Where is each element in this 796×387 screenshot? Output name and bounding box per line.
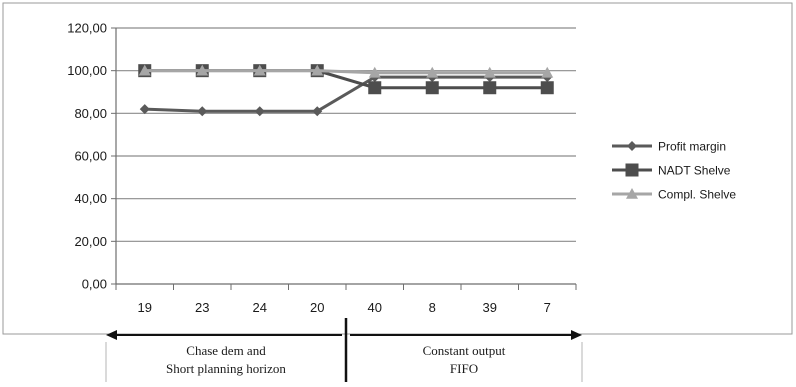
data-point	[426, 66, 439, 78]
legend-item: Profit margin	[612, 140, 726, 154]
data-point	[368, 66, 381, 78]
x-tick-label: 19	[138, 300, 152, 315]
chart-frame	[2, 2, 793, 335]
data-point	[425, 81, 439, 95]
y-tick-label: 20,00	[74, 234, 107, 249]
legend-item: NADT Shelve	[612, 163, 731, 178]
legend-label: Profit margin	[658, 140, 726, 154]
x-tick-label: 40	[368, 300, 382, 315]
data-point	[540, 81, 554, 95]
y-tick-label: 120,00	[67, 21, 107, 36]
data-point	[253, 64, 266, 76]
data-point	[627, 141, 637, 151]
arrowhead	[571, 330, 582, 340]
data-point	[483, 66, 496, 78]
data-point	[139, 104, 150, 115]
data-point	[312, 106, 323, 117]
series-line	[144, 75, 548, 113]
data-point	[311, 64, 324, 76]
x-tick-label: 24	[253, 300, 267, 315]
y-tick-label: 0,00	[82, 277, 107, 292]
data-point	[138, 64, 151, 76]
data-point	[197, 106, 208, 117]
group-brackets: Chase dem and Short planning horizon Const…	[105, 318, 583, 382]
data-point	[196, 64, 209, 76]
arrowhead	[106, 330, 117, 340]
y-tick-label: 80,00	[74, 106, 107, 121]
group-label-line2: FIFO	[450, 361, 478, 376]
data-point	[368, 81, 382, 95]
y-tick-label: 60,00	[74, 149, 107, 164]
series-lines	[138, 64, 554, 117]
data-point	[625, 163, 639, 177]
group-label-line2: Short planning horizon	[166, 361, 286, 376]
y-tick-label: 100,00	[67, 63, 107, 78]
data-point	[483, 81, 497, 95]
group-label-line1: Constant output	[423, 343, 506, 358]
legend: Profit margin NADT Shelve Compl. Shelve	[612, 140, 736, 202]
legend-label: NADT Shelve	[658, 164, 731, 178]
legend-label: Compl. Shelve	[658, 188, 736, 202]
data-point	[541, 66, 554, 78]
group-label-line1: Chase dem and	[186, 343, 266, 358]
data-point	[254, 106, 265, 117]
y-tick-label: 40,00	[74, 191, 107, 206]
x-tick-label: 7	[544, 300, 551, 315]
series-line	[144, 69, 548, 75]
x-tick-label: 20	[310, 300, 324, 315]
x-tick-label: 39	[483, 300, 497, 315]
x-tick-label: 8	[429, 300, 436, 315]
axes: 0,00 20,00 40,00 60,00 80,00 100,00 120,00 19 23…	[67, 21, 577, 315]
x-tick-label: 23	[195, 300, 209, 315]
data-point	[626, 188, 638, 199]
legend-item: Compl. Shelve	[612, 188, 736, 202]
series-2	[138, 64, 554, 78]
